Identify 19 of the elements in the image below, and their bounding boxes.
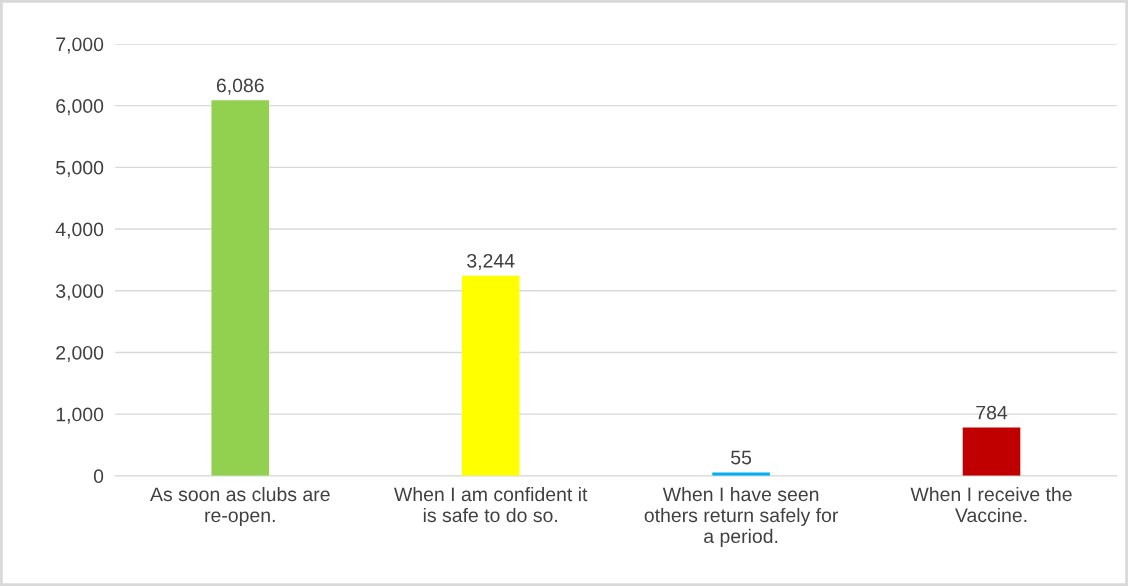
x-tick-label: As soon as clubs are re-open.	[150, 486, 330, 527]
bar	[461, 275, 520, 476]
x-tick-label: When I receive the Vaccine.	[910, 486, 1072, 523]
x-tick-label: When I have seen others return safely for a period.	[644, 486, 839, 547]
y-tick-label: 0	[93, 469, 104, 484]
y-tick-label: 5,000	[56, 160, 104, 177]
y-tick-label: 6,000	[56, 99, 104, 116]
y-tick-label: 1,000	[56, 407, 104, 424]
y-tick-label: 7,000	[56, 37, 104, 54]
bar	[211, 100, 270, 476]
y-tick-label: 4,000	[55, 222, 104, 239]
data-label: 784	[976, 405, 1008, 420]
data-label: 55	[731, 450, 752, 465]
data-label: 6,086	[216, 78, 264, 95]
y-tick-label: 3,000	[56, 284, 104, 301]
x-tick-label: When I am confident it is safe to do so.	[394, 486, 588, 523]
bar	[962, 427, 1021, 476]
data-label: 3,244	[467, 253, 515, 270]
y-tick-label: 2,000	[56, 345, 104, 362]
